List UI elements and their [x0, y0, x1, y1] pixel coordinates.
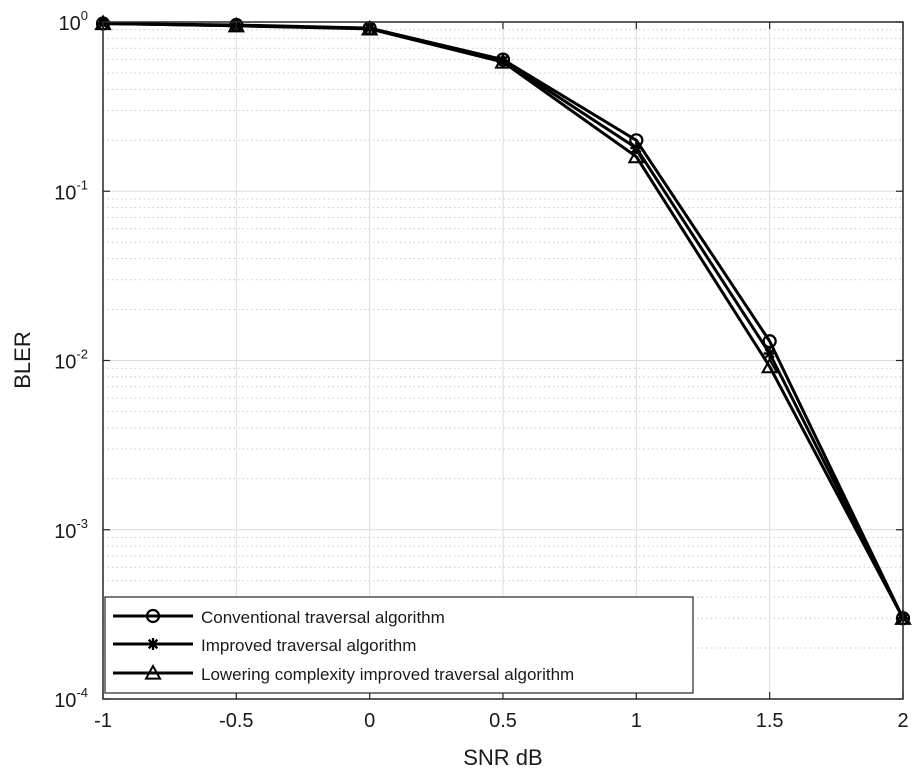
asterisk-marker [763, 347, 776, 360]
data-point [360, 19, 379, 36]
x-axis-label: SNR dB [463, 745, 542, 770]
legend-label: Conventional traversal algorithm [201, 608, 445, 627]
legend-line-sample [113, 638, 193, 650]
asterisk-stroke [147, 638, 159, 650]
x-tick-label: 1 [631, 710, 642, 732]
triangle-marker [360, 19, 379, 36]
triangle-marker [144, 663, 162, 680]
legend-line-sample [113, 608, 193, 624]
x-tick-label: 1.5 [756, 710, 784, 732]
circle-marker [762, 334, 777, 349]
y-tick-label: 100 [59, 8, 88, 35]
data-point [494, 52, 512, 69]
legend-line-sample [113, 663, 193, 680]
data-point [763, 347, 776, 360]
legend: Conventional traversal algorithm Improve… [104, 596, 694, 694]
y-tick-label: 10-4 [54, 685, 88, 712]
data-point [627, 147, 646, 164]
legend-label: Lowering complexity improved traversal a… [201, 665, 574, 684]
y-axis-label: BLER [10, 331, 35, 388]
triangle-marker [627, 147, 646, 164]
asterisk-stroke [764, 348, 775, 359]
x-tick-labels: -1 -0.5 0 0.5 1 1.5 2 [94, 710, 908, 732]
legend-entry-2: Improved traversal algorithm [113, 636, 416, 655]
data-point [227, 16, 246, 33]
x-tick-label: -1 [94, 710, 112, 732]
x-tick-label: 0 [364, 710, 375, 732]
y-tick-label: 10-1 [54, 177, 88, 204]
legend-entry-3: Lowering complexity improved traversal a… [113, 663, 574, 684]
x-tick-label: 2 [897, 710, 908, 732]
legend-entry-1: Conventional traversal algorithm [113, 608, 445, 627]
circle-marker [145, 608, 161, 624]
triangle-marker [227, 16, 246, 33]
legend-box [104, 596, 694, 694]
triangle-marker [494, 52, 512, 69]
tick-marks [102, 21, 904, 700]
asterisk-marker [147, 638, 159, 650]
y-tick-label: 10-2 [54, 347, 88, 374]
triangle-marker [760, 357, 779, 374]
data-point [760, 357, 779, 374]
x-tick-label: -0.5 [219, 710, 253, 732]
y-tick-labels: 10-4 10-3 10-2 10-1 100 [54, 8, 88, 712]
x-tick-label: 0.5 [489, 710, 517, 732]
y-tick-label: 10-3 [54, 516, 88, 543]
data-point [762, 334, 777, 349]
legend-label: Improved traversal algorithm [201, 636, 416, 655]
